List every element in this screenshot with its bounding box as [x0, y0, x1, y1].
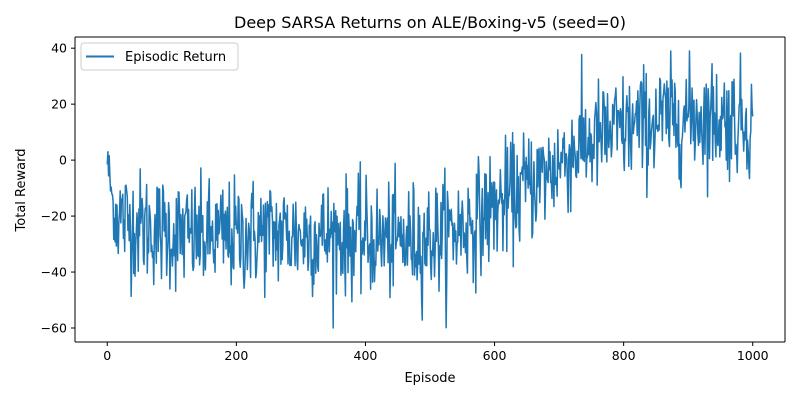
- y-tick-label: −40: [41, 265, 67, 280]
- legend: Episodic Return: [80, 42, 239, 71]
- x-tick-label: 600: [483, 348, 507, 363]
- y-tick-label: −20: [41, 209, 67, 224]
- axes-layer: [74, 36, 786, 343]
- ticks-layer: 0 200 400 600 800 1000 −60 −40 −20 0 20 40: [41, 41, 769, 363]
- x-tick-label: 1000: [737, 348, 769, 363]
- x-tick-label: 800: [612, 348, 636, 363]
- x-tick-label: 0: [103, 348, 111, 363]
- plot-area: [75, 37, 785, 342]
- y-tick-label: 40: [51, 41, 67, 56]
- y-tick-label: 20: [51, 97, 67, 112]
- series-line-episodic-return: [106, 50, 754, 329]
- x-tick-label: 200: [224, 348, 248, 363]
- legend-label-episodic-return: Episodic Return: [125, 50, 226, 65]
- chart-title: Deep SARSA Returns on ALE/Boxing-v5 (see…: [234, 13, 626, 32]
- y-tick-label: 0: [59, 153, 67, 168]
- x-tick-label: 400: [354, 348, 378, 363]
- legend-box: [80, 42, 239, 71]
- y-tick-label: −60: [41, 321, 67, 336]
- series-layer: [106, 50, 754, 329]
- y-axis-label: Total Reward: [14, 149, 29, 233]
- x-axis-label: Episode: [404, 371, 455, 386]
